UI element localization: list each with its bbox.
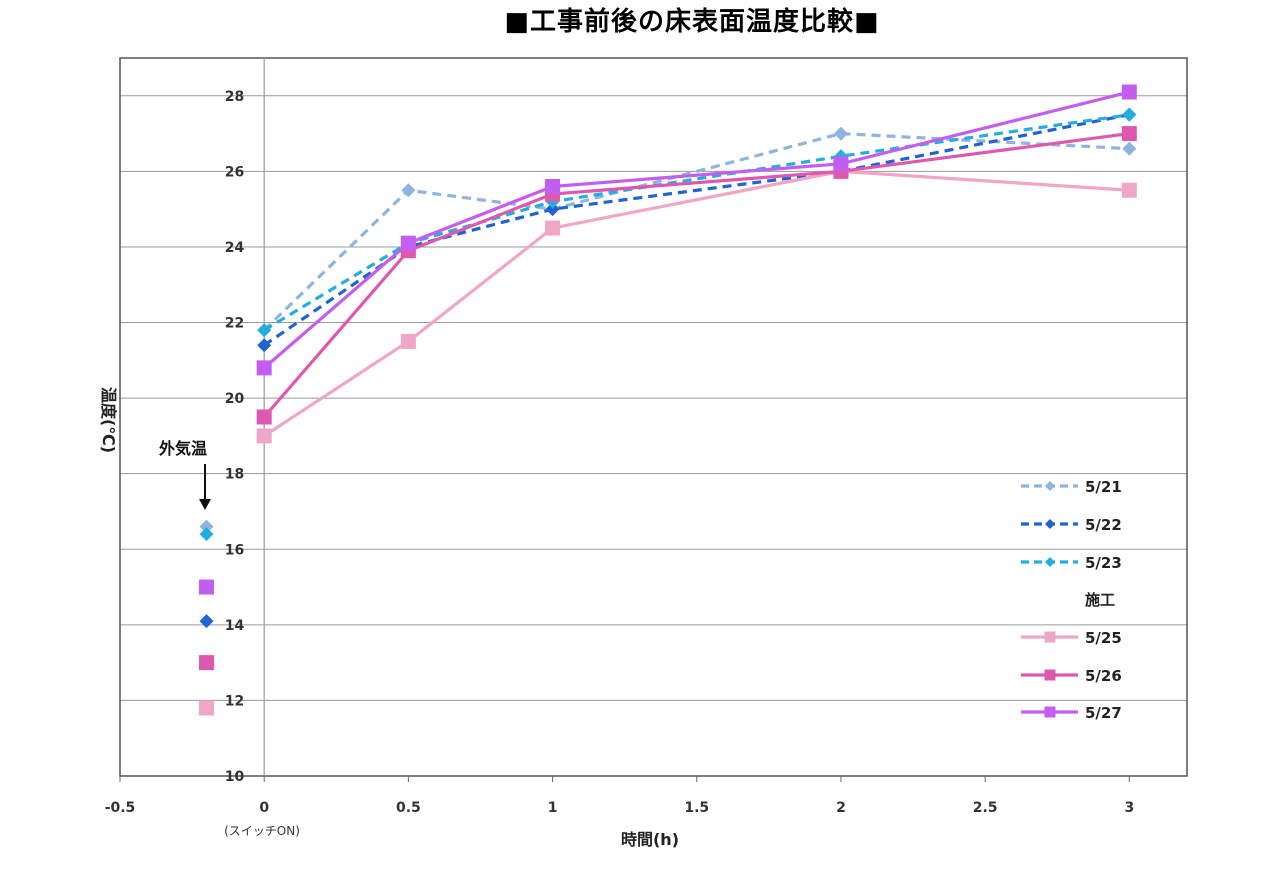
y-tick-label: 20	[225, 391, 245, 407]
series-5-27	[256, 84, 1137, 376]
legend-item-5-21: 5/21	[1021, 478, 1122, 496]
data-point	[400, 333, 416, 349]
grid-lines	[120, 95, 1187, 701]
legend-swatch-marker	[1045, 519, 1055, 529]
down-arrow-icon	[199, 499, 211, 510]
y-axis-label: 温度(℃)	[99, 386, 118, 453]
legend-label: 5/22	[1085, 516, 1122, 534]
x-tick-label: 0.5	[396, 800, 421, 816]
data-point	[545, 178, 561, 194]
legend-label: 5/27	[1085, 704, 1122, 722]
x-tick-label: -0.5	[105, 800, 136, 816]
legend-swatch-marker	[1044, 631, 1056, 643]
legend-item-5-25: 5/25	[1021, 629, 1122, 647]
outdoor-point	[199, 527, 214, 542]
outdoor-temperature-markers: 外気温	[158, 439, 215, 716]
data-point	[256, 428, 272, 444]
data-point	[545, 202, 560, 217]
legend-swatch-marker	[1044, 706, 1056, 718]
outdoor-point	[199, 614, 214, 629]
series-line	[263, 169, 1130, 438]
data-point	[833, 156, 849, 172]
legend-item-5-23: 5/23	[1021, 554, 1122, 572]
outdoor-point	[199, 700, 215, 716]
x-axis-label: 時間(h)	[621, 830, 679, 849]
series-line	[263, 131, 1130, 332]
y-tick-label: 18	[225, 467, 244, 483]
y-tick-label: 14	[225, 618, 245, 634]
legend-label: 5/25	[1085, 629, 1122, 647]
data-point	[833, 126, 848, 141]
y-tick-label: 24	[225, 240, 245, 256]
data-point	[1121, 182, 1137, 198]
y-tick-label: 22	[225, 316, 244, 332]
outdoor-point	[199, 519, 214, 534]
legend-item-5-27: 5/27	[1021, 704, 1122, 722]
series-5-23	[257, 107, 1137, 338]
plot-frame	[119, 57, 1188, 777]
x-tick-label: 1.5	[684, 800, 709, 816]
series-5-21	[257, 126, 1137, 338]
legend: 施工 5/21 5/22 5/23 5/25 5/26 5/27	[1021, 478, 1122, 722]
data-point	[1122, 107, 1137, 122]
y-tick-label: 26	[225, 164, 244, 180]
legend-swatch-marker	[1044, 669, 1056, 681]
series-lines	[256, 84, 1137, 444]
outdoor-temperature-label: 外気温	[158, 439, 207, 458]
legend-swatch-marker	[1045, 481, 1055, 491]
data-point	[257, 338, 272, 353]
legend-label: 5/21	[1085, 478, 1122, 496]
x-tick-label: 2.5	[973, 800, 998, 816]
x-axis-note: (スイッチON)	[224, 824, 300, 838]
x-tick-label: 2	[836, 800, 846, 816]
data-point	[1122, 141, 1137, 156]
outdoor-point	[199, 655, 215, 671]
data-point	[1121, 84, 1137, 100]
data-point	[545, 220, 561, 236]
data-point	[256, 360, 272, 376]
legend-label: 5/26	[1085, 667, 1122, 685]
series-line	[263, 113, 1130, 332]
legend-item-5-26: 5/26	[1021, 667, 1122, 685]
x-tick-label: 3	[1124, 800, 1134, 816]
data-point	[257, 323, 272, 338]
y-tick-label: 12	[225, 693, 244, 709]
data-point	[256, 409, 272, 425]
outdoor-point	[199, 579, 215, 595]
data-point	[400, 235, 416, 251]
x-tick-label: 0	[259, 800, 269, 816]
legend-label: 5/23	[1085, 554, 1122, 572]
y-tick-label: 10	[225, 769, 245, 785]
legend-swatch-marker	[1045, 557, 1055, 567]
series-5-25	[256, 163, 1137, 444]
series-5-22	[257, 107, 1137, 353]
y-tick-label: 28	[225, 89, 244, 105]
tick-labels: 10 12 14 16 18 20 22 24 26 28 -0.5 0 0.5 1 1.5 2 2.5 3	[105, 89, 1135, 816]
y-tick-label: 16	[225, 542, 244, 558]
legend-item-5-22: 5/22	[1021, 516, 1122, 534]
chart-title: ■工事前後の床表面温度比較■	[504, 6, 879, 37]
legend-group-label: 施工	[1085, 591, 1115, 609]
data-point	[401, 183, 416, 198]
x-tick-label: 1	[548, 800, 558, 816]
data-point	[1121, 126, 1137, 142]
